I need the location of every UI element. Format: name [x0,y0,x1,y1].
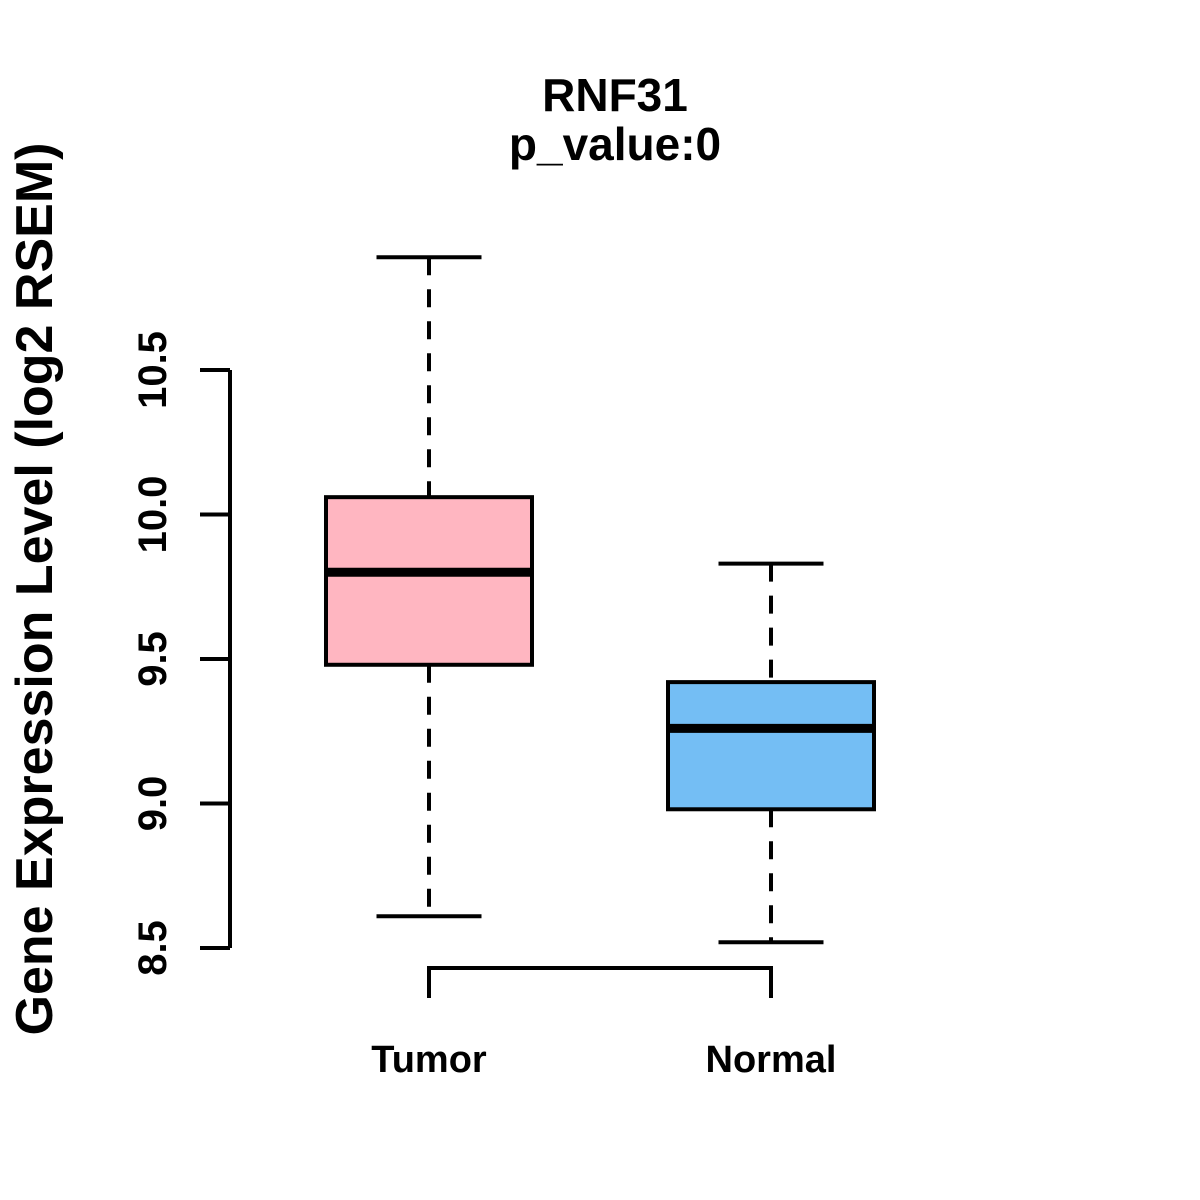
chart-subtitle: p_value:0 [509,118,721,170]
y-axis-title: Gene Expression Level (log2 RSEM) [6,143,64,1036]
bracket-path [427,966,773,998]
y-tick-label: 9.5 [131,631,175,687]
y-axis: 8.5 9.0 9.5 10.0 10.5 [131,331,232,976]
comparison-bracket [427,966,773,998]
y-tick-label: 10.0 [131,476,175,554]
category-labels: Tumor Normal [371,1039,836,1081]
box-normal [666,680,876,812]
y-tick-label: 8.5 [131,920,175,976]
category-label-tumor: Tumor [371,1039,487,1081]
y-tick-label: 10.5 [131,331,175,409]
box-tumor [324,495,534,667]
y-tick-label: 9.0 [131,776,175,832]
category-label-normal: Normal [706,1039,837,1081]
chart-title: RNF31 [542,69,688,121]
box-series [324,255,876,945]
